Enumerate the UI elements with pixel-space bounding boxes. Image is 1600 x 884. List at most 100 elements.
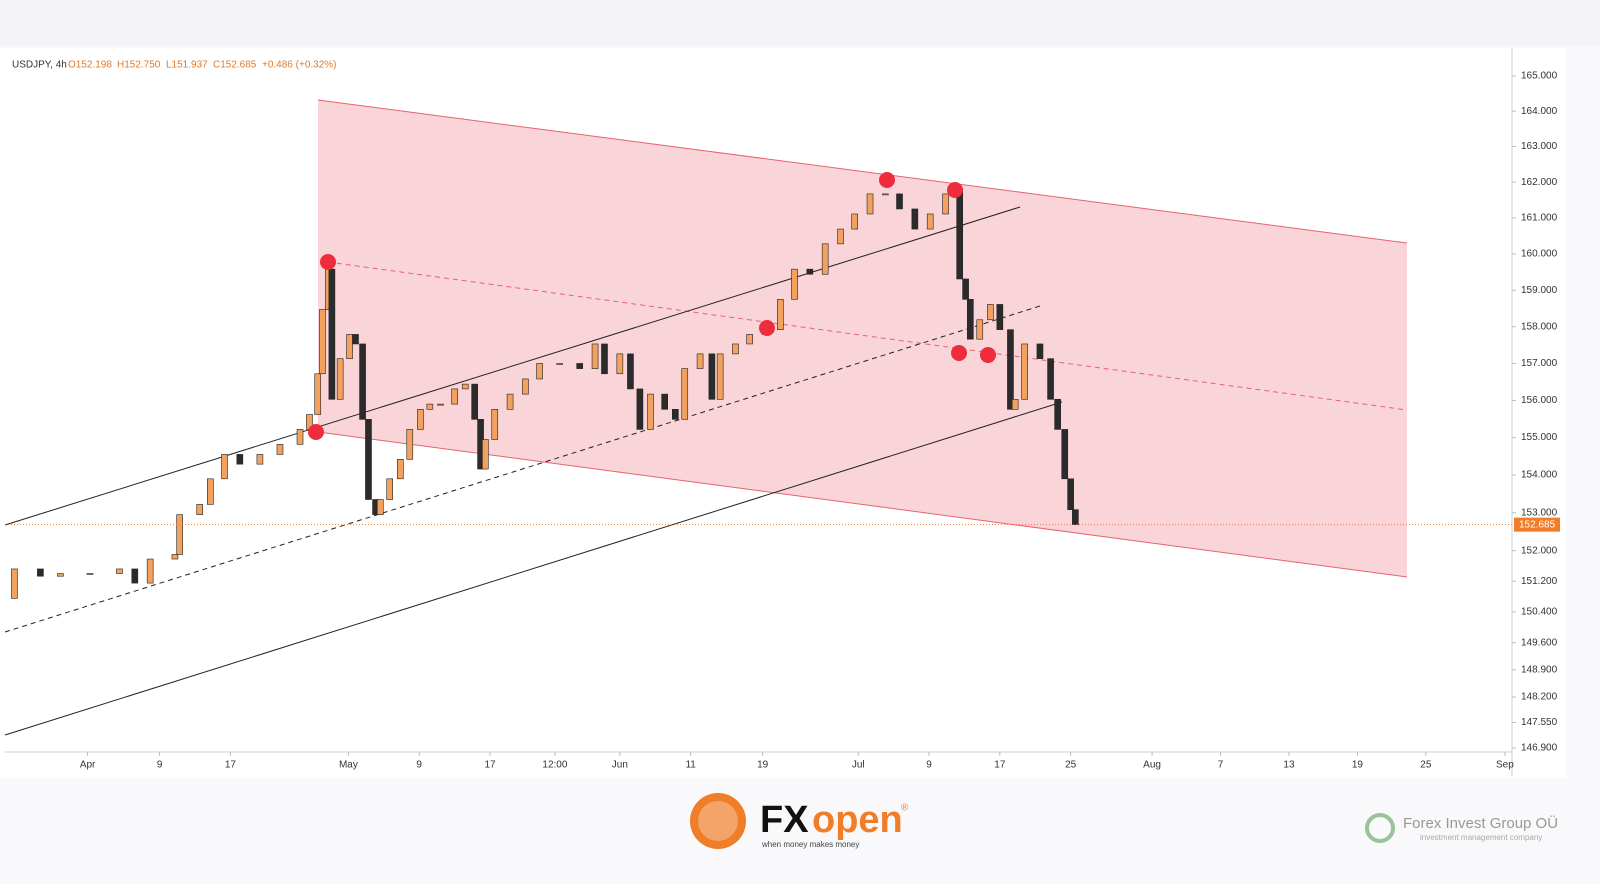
candle (1021, 343, 1028, 400)
trend-upper (4, 206, 1021, 526)
candle (882, 193, 889, 196)
candle (328, 268, 336, 400)
y-tick-label: 152.000 (1521, 545, 1558, 556)
candle (896, 193, 903, 210)
y-tick-label: 147.550 (1521, 717, 1558, 728)
candle (86, 573, 94, 575)
last-price-label: 152.685 (1519, 519, 1556, 530)
candle (11, 568, 18, 599)
candle (196, 504, 204, 515)
candle (806, 268, 814, 275)
candle (708, 353, 716, 400)
candle (661, 393, 668, 410)
candle (336, 358, 344, 400)
candle (207, 478, 214, 505)
candle (777, 299, 784, 330)
y-tick-label: 154.000 (1521, 470, 1558, 481)
y-tick-label: 160.000 (1521, 249, 1558, 260)
candle (962, 278, 969, 300)
x-tick-label: 17 (225, 760, 237, 771)
candle (256, 454, 264, 465)
x-tick-label: 9 (416, 760, 422, 771)
candles (11, 188, 1079, 599)
legend-open: O152.198 (68, 60, 112, 71)
legend-change: +0.486 (+0.32%) (262, 60, 337, 71)
x-tick-label: 25 (1065, 760, 1077, 771)
x-tick-label: Apr (80, 760, 96, 771)
legend-high: H152.750 (117, 60, 161, 71)
candle (636, 388, 644, 430)
candle (296, 429, 304, 445)
candle (221, 454, 228, 480)
candle (672, 409, 679, 420)
y-tick-label: 162.000 (1521, 177, 1558, 188)
candle (386, 478, 394, 500)
candle (506, 393, 514, 410)
last-price-box (1514, 517, 1560, 532)
x-tick-label: 13 (1283, 760, 1295, 771)
x-tick-label: May (339, 760, 358, 771)
y-tick-label: 164.000 (1521, 106, 1558, 117)
candle (471, 383, 478, 420)
candle (791, 268, 798, 300)
candle (732, 343, 739, 355)
x-tick-label: 19 (1352, 760, 1364, 771)
candle (576, 363, 584, 369)
y-tick-label: 155.000 (1521, 432, 1558, 443)
x-tick-label: Jul (852, 760, 865, 771)
candle (1047, 358, 1054, 400)
candle (942, 193, 949, 215)
top-band (0, 0, 1600, 46)
y-tick-label: 151.200 (1521, 576, 1558, 587)
y-tick-label: 150.400 (1521, 607, 1558, 618)
candle (451, 388, 458, 405)
y-tick-label: 153.000 (1521, 507, 1558, 518)
company-sub: investment management company (1420, 833, 1542, 842)
brand-icon-inner (698, 801, 738, 841)
candle (1036, 343, 1044, 359)
x-tick-label: 25 (1420, 760, 1432, 771)
candle (996, 304, 1004, 330)
candle (681, 368, 689, 420)
candle (1007, 329, 1014, 410)
touch-point (980, 347, 996, 363)
y-tick-label: 165.000 (1521, 71, 1558, 82)
candle (967, 299, 974, 340)
company-icon (1365, 813, 1395, 843)
y-tick-label: 156.000 (1521, 395, 1558, 406)
candle (866, 193, 874, 215)
legend-low: L151.937 (166, 60, 208, 71)
candle (346, 334, 353, 359)
y-tick-label: 161.000 (1521, 213, 1558, 224)
channel-bottom (317, 431, 1408, 578)
y-tick-label: 149.600 (1521, 637, 1558, 648)
brand-icon (690, 793, 746, 849)
candle (616, 353, 624, 375)
candle (406, 429, 414, 460)
channel (318, 100, 1407, 577)
candle (746, 334, 753, 345)
candle (314, 373, 322, 415)
x-tick-label: 7 (1218, 760, 1224, 771)
candle (176, 514, 183, 555)
candle (461, 383, 469, 390)
y-tick-label: 146.900 (1521, 743, 1558, 754)
candle (556, 363, 563, 365)
candle (437, 403, 444, 406)
channel-mid (327, 261, 1408, 411)
candle (851, 213, 858, 230)
candle (491, 409, 499, 440)
y-tick-label: 158.000 (1521, 321, 1558, 332)
candle (696, 353, 704, 369)
x-tick-label: 17 (484, 760, 496, 771)
candle (376, 499, 384, 515)
candle (131, 568, 139, 584)
trend-lower (4, 401, 1063, 736)
candle (171, 554, 179, 560)
candle (627, 353, 634, 390)
channel-top (317, 99, 1408, 244)
candle (926, 213, 934, 230)
candle (956, 188, 964, 280)
